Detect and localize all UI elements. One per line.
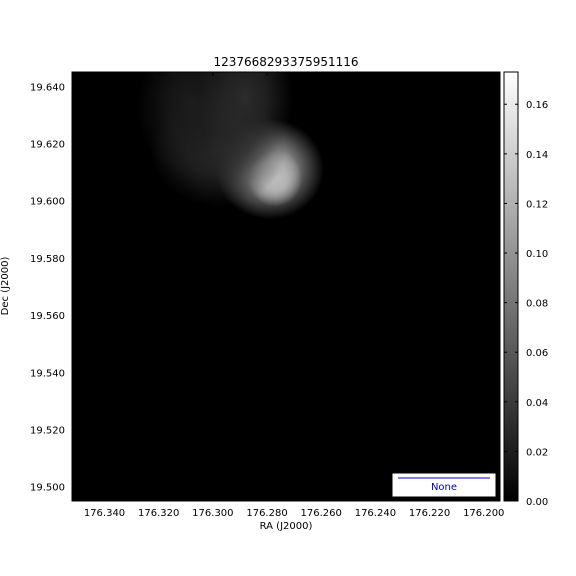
- y-axis: 19.500 19.520 19.540 19.560 19.580 19.600 19.6…: [30, 82, 500, 494]
- x-tick-label: 176.220: [409, 508, 450, 519]
- x-tick-label: 176.340: [84, 508, 125, 519]
- colorbar-tick-label: 0.04: [526, 398, 548, 409]
- x-tick-label: 176.280: [246, 508, 287, 519]
- chart-title: 1237668293375951116: [213, 55, 358, 69]
- legend-box: [391, 472, 497, 498]
- x-axis-label: RA (J2000): [260, 521, 313, 532]
- x-tick-label: 176.240: [355, 508, 396, 519]
- y-tick-label: 19.520: [30, 426, 65, 437]
- y-tick-label: 19.540: [30, 368, 65, 379]
- plot-frame: [71, 71, 501, 502]
- source-blob: [197, 72, 293, 170]
- colorbar: 0.00 0.02 0.04 0.06 0.08 0.10 0.12 0.14 0.16: [503, 71, 548, 508]
- x-axis: 176.340 176.320 176.300 176.280 176.260 176.2…: [84, 72, 504, 519]
- y-tick-label: 19.600: [30, 197, 65, 208]
- x-tick-label: 176.300: [192, 508, 233, 519]
- x-tick-label: 176.200: [463, 508, 504, 519]
- x-tick-label: 176.320: [138, 508, 179, 519]
- colorbar-tick-label: 0.08: [526, 299, 548, 310]
- colorbar-tick-label: 0.10: [526, 249, 548, 260]
- x-tick-label: 176.260: [301, 508, 342, 519]
- image-plot: [71, 71, 501, 502]
- y-tick-label: 19.560: [30, 311, 65, 322]
- y-tick-label: 19.620: [30, 140, 65, 151]
- y-tick-label: 19.580: [30, 254, 65, 265]
- sources-layer: [137, 72, 324, 220]
- colorbar-tick-label: 0.16: [526, 100, 548, 111]
- colorbar-tick-label: 0.02: [526, 447, 548, 458]
- legend-label: None: [431, 482, 457, 493]
- colorbar-gradient: [503, 71, 519, 502]
- colorbar-tick-label: 0.06: [526, 348, 548, 359]
- colorbar-tick-label: 0.12: [526, 199, 548, 210]
- colorbar-ticks: 0.00 0.02 0.04 0.06 0.08 0.10 0.12 0.14 0.16: [504, 100, 548, 508]
- y-axis-label: Dec (J2000): [0, 257, 11, 316]
- colorbar-tick-label: 0.00: [526, 497, 548, 508]
- legend: None: [391, 472, 497, 498]
- y-tick-label: 19.640: [30, 82, 65, 93]
- y-tick-label: 19.500: [30, 483, 65, 494]
- colorbar-tick-label: 0.14: [526, 150, 548, 161]
